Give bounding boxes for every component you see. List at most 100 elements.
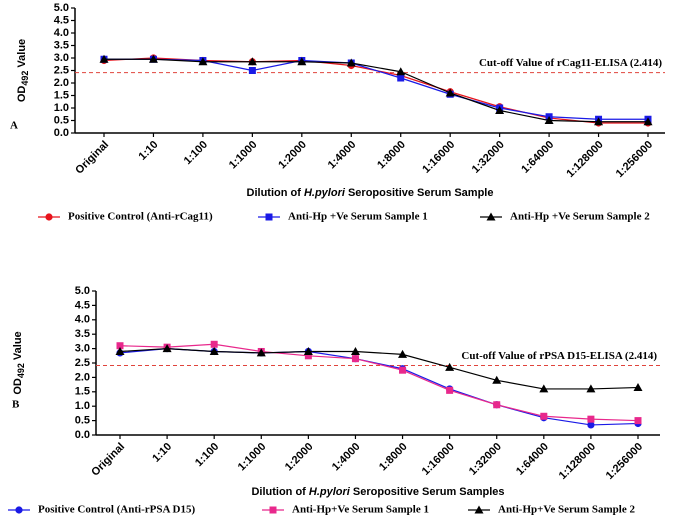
x-tick-label: 1:1000	[227, 139, 260, 172]
x-tick-label: 1:32000	[467, 441, 504, 478]
x-tick-label: 1:128000	[564, 139, 605, 180]
y-tick-label: 2.5	[54, 64, 69, 76]
series-line	[119, 343, 639, 422]
y-tick-label: 1.0	[54, 102, 69, 114]
x-axis-title: Dilution of H.pylori Seropositive Serum …	[251, 486, 504, 498]
point	[297, 57, 307, 66]
point	[493, 401, 501, 409]
point	[162, 344, 172, 353]
point	[445, 362, 455, 371]
x-tick-label: 1:16000	[420, 441, 457, 478]
y-tick-label: 0.0	[75, 429, 90, 441]
point	[397, 74, 405, 82]
point	[116, 342, 124, 350]
x-title-part: Dilution of	[251, 486, 308, 498]
y-title-sub: 492	[16, 363, 26, 378]
x-tick-label: 1:4000	[330, 441, 363, 474]
point	[633, 382, 643, 391]
point	[445, 88, 455, 97]
y-tick-label: 1.5	[75, 386, 90, 398]
x-tick-label: 1:256000	[604, 441, 645, 482]
point	[643, 117, 653, 126]
panel-label: B	[12, 399, 20, 411]
y-tick-label: 4.0	[75, 314, 90, 326]
cutoff-label: Cut-off Value of rPSA D15-ELISA (2.414)	[461, 350, 657, 362]
x-tick-label: 1:2000	[276, 139, 309, 172]
point	[495, 106, 505, 114]
y-tick-label: 0.5	[75, 415, 90, 427]
point	[586, 384, 596, 393]
point	[594, 117, 604, 126]
x-tick-label: 1:256000	[614, 139, 655, 180]
y-title-sub: 492	[20, 71, 30, 86]
x-tick-label: 1:10	[150, 441, 174, 465]
y-tick-label: 0.0	[54, 127, 69, 139]
x-tick-label: 1:8000	[377, 441, 410, 474]
y-tick-label: 2.0	[54, 77, 69, 89]
point	[634, 417, 642, 425]
y-axis-title: OD492 Value	[12, 331, 26, 394]
point	[587, 421, 595, 429]
point	[587, 415, 595, 423]
y-tick-label: 1.0	[75, 400, 90, 412]
y-tick-label: 4.0	[54, 27, 69, 39]
y-tick-label: 4.5	[75, 299, 90, 311]
y-tick-label: 5.0	[75, 285, 90, 297]
legend-marker	[474, 505, 484, 514]
cutoff-label: Cut-off Value of rCag11-ELISA (2.414)	[479, 57, 662, 69]
point	[256, 348, 266, 357]
y-tick-label: 1.5	[54, 89, 69, 101]
legend-label: Anti-Hp+Ve Serum Sample 2	[498, 504, 635, 516]
x-tick-label: 1:32000	[470, 139, 507, 176]
series-line	[104, 58, 648, 120]
point	[148, 54, 158, 63]
series-line	[104, 58, 648, 123]
y-tick-label: 4.5	[54, 14, 69, 26]
legend-marker	[15, 506, 23, 514]
point	[492, 375, 502, 384]
y-tick-label: 3.0	[54, 52, 69, 64]
x-tick-label: 1:16000	[420, 139, 457, 176]
legend-label: Anti-Hp +Ve Serum Sample 2	[510, 211, 650, 223]
legend-label: Positive Control (Anti-rPSA D15)	[38, 504, 195, 516]
point	[247, 57, 257, 66]
point	[346, 58, 356, 67]
x-tick-label: 1:2000	[283, 441, 316, 474]
y-title-rest: Value	[16, 39, 28, 71]
y-tick-label: 3.5	[75, 328, 90, 340]
x-tick-label: Original	[73, 139, 111, 177]
y-title-main: OD	[16, 86, 28, 103]
point	[115, 346, 125, 355]
panel-label: A	[10, 120, 18, 132]
y-tick-label: 2.0	[75, 371, 90, 383]
point	[198, 57, 208, 66]
x-title-part: Seropositive Serum Samples	[350, 486, 505, 498]
x-title-part: Seropositive Serum Sample	[345, 187, 494, 199]
point	[351, 355, 359, 363]
point	[396, 67, 406, 76]
x-tick-label: 1:10	[137, 139, 161, 163]
x-tick-label: 1:64000	[519, 139, 556, 176]
point	[99, 54, 109, 63]
x-tick-label: 1:128000	[557, 441, 598, 482]
x-title-part: H.pylori	[309, 486, 351, 498]
legend-marker	[45, 213, 53, 221]
point	[210, 340, 218, 348]
x-tick-label: 1:64000	[514, 441, 551, 478]
y-tick-label: 3.5	[54, 39, 69, 51]
y-axis-title: OD492 Value	[16, 39, 30, 102]
point	[539, 384, 549, 393]
legend-marker	[265, 213, 273, 221]
point	[350, 346, 360, 355]
x-title-part: H.pylori	[304, 187, 346, 199]
x-tick-label: 1:100	[193, 441, 221, 469]
legend-label: Positive Control (Anti-rCag11)	[68, 211, 213, 223]
point	[446, 386, 454, 394]
chart-panel: B OD492 Value 0.0 0.5 1.0 1.5 2.0 2.5 3.0 3.5 4.0 4…	[8, 285, 660, 516]
y-tick-label: 3.0	[75, 343, 90, 355]
point	[399, 366, 407, 374]
y-title-main: OD	[12, 378, 24, 395]
legend-marker	[269, 506, 277, 514]
y-tick-label: 5.0	[54, 2, 69, 14]
